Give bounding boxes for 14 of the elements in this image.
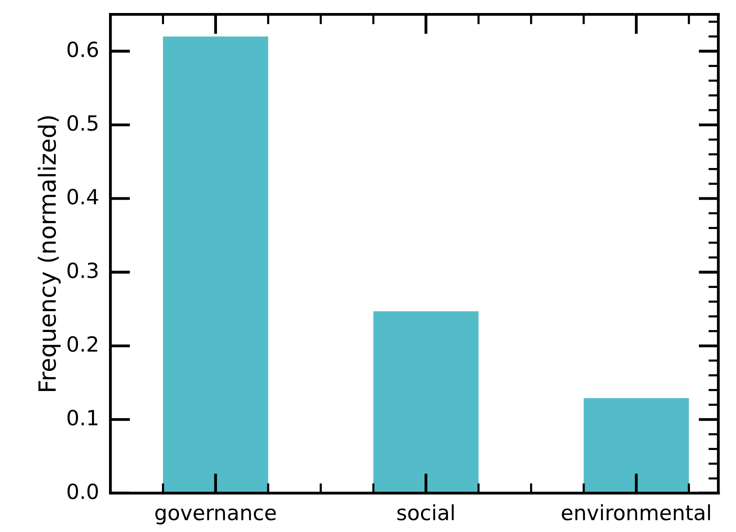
- x-tick-label: governance: [155, 508, 276, 524]
- y-tick-label: 0.6: [68, 41, 98, 58]
- bar: [584, 398, 689, 494]
- y-tick-label: 0.1: [68, 410, 98, 426]
- x-tick-label: environmental: [562, 504, 710, 520]
- y-tick-label: 0.3: [68, 262, 98, 278]
- bar: [162, 36, 268, 494]
- bar: [373, 311, 479, 494]
- y-axis-title: Frequency (normalized): [38, 116, 61, 391]
- y-tick-label: 0.0: [68, 483, 98, 500]
- x-tick-label: social: [397, 504, 454, 520]
- y-tick-label: 0.5: [68, 115, 98, 131]
- y-tick-label: 0.2: [68, 336, 98, 352]
- y-tick-label: 0.4: [68, 188, 98, 205]
